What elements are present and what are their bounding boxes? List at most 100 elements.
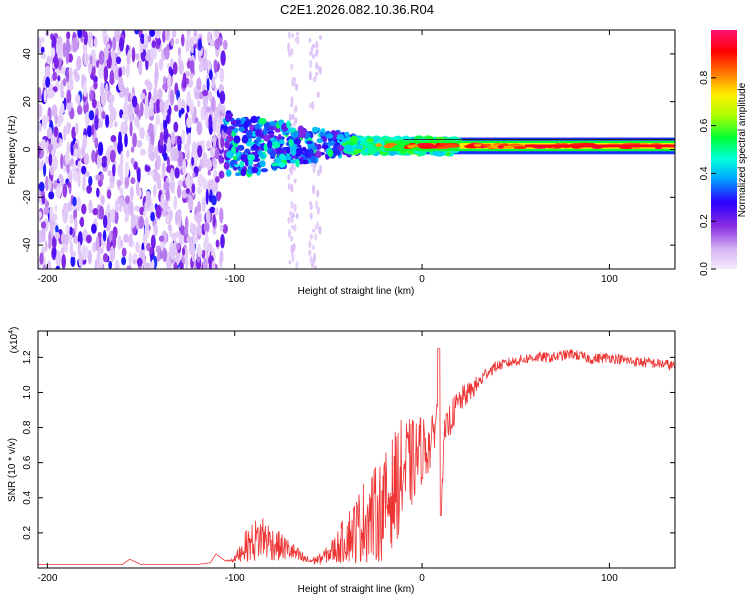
top-x-axis: -200 -100 0 100 (37, 30, 618, 285)
colorbar-tick-label: 0.0 (699, 262, 710, 276)
heatmap-cell (129, 186, 134, 201)
heatmap-cell (292, 131, 299, 138)
heatmap-cell (174, 211, 179, 226)
heatmap-cell (206, 243, 213, 252)
bottom-y-tick-label: 0.4 (22, 490, 33, 504)
heatmap-cell (44, 65, 51, 80)
heatmap-cell (82, 174, 86, 189)
heatmap-cell (144, 165, 151, 172)
heatmap-cell (240, 168, 247, 177)
heatmap-cell (92, 208, 99, 216)
heatmap-cell (60, 102, 65, 112)
heatmap-cell (308, 37, 312, 43)
heatmap-cell (240, 153, 249, 163)
heatmap-cell (208, 114, 213, 128)
heatmap-cell (92, 241, 97, 253)
heatmap-cell (290, 147, 297, 156)
heatmap-cell (93, 81, 98, 90)
heatmap-cell (221, 104, 226, 114)
heatmap-cell (286, 120, 291, 129)
heatmap-cell (120, 151, 124, 167)
heatmap-cell (163, 143, 167, 154)
heatmap-cell (181, 99, 186, 110)
heatmap-cell (197, 144, 203, 158)
heatmap-cell (233, 127, 239, 134)
heatmap-cell (197, 243, 201, 257)
heatmap-cell (151, 259, 155, 269)
y-multiplier-exp: 4 (8, 330, 15, 334)
heatmap-cell (48, 179, 52, 192)
heatmap-cell (65, 38, 70, 55)
heatmap-cell (205, 106, 212, 113)
heatmap-cell (94, 259, 100, 266)
heatmap-cell (139, 101, 144, 117)
heatmap-cell (158, 235, 165, 242)
heatmap-cell (132, 253, 138, 260)
heatmap-cell (124, 86, 130, 98)
heatmap-cell (52, 156, 58, 171)
heatmap-cell (196, 211, 202, 225)
heatmap-cell (102, 229, 107, 242)
heatmap-cell (206, 77, 210, 92)
heatmap-cell (161, 161, 166, 175)
heatmap-cell (97, 141, 104, 156)
heatmap-cell (309, 212, 313, 220)
heatmap-cell (38, 211, 42, 219)
heatmap-cell (148, 91, 152, 100)
heatmap-cell (45, 175, 49, 192)
heatmap-cell (224, 140, 231, 149)
heatmap-cell (316, 91, 320, 98)
heatmap-cell (196, 200, 202, 215)
heatmap-cell (139, 42, 144, 54)
heatmap-cell (136, 139, 143, 148)
heatmap-cell (102, 214, 108, 229)
heatmap-cell (77, 160, 82, 176)
heatmap-cell (85, 171, 90, 178)
heatmap-cell (139, 148, 146, 156)
heatmap-cell (143, 259, 148, 269)
heatmap-cell (38, 229, 41, 245)
heatmap-cell (70, 78, 74, 87)
heatmap-cell (187, 195, 194, 211)
heatmap-cell (64, 150, 70, 166)
heatmap-cell (117, 139, 123, 155)
heatmap-cell (223, 161, 230, 170)
heatmap-cell (130, 177, 136, 185)
heatmap-cell (55, 225, 59, 234)
heatmap-cell (125, 63, 130, 79)
top-y-tick-label: 20 (22, 96, 33, 108)
heatmap-cell (95, 236, 100, 252)
bottom-x-axis-label: Height of straight line (km) (298, 584, 415, 595)
heatmap-cell (291, 212, 295, 219)
heatmap-cell (101, 155, 108, 164)
heatmap-cell (315, 71, 319, 77)
heatmap-cell (88, 61, 92, 76)
heatmap-cell (209, 206, 216, 214)
heatmap-cell (294, 117, 298, 124)
heatmap-cell (158, 58, 164, 71)
top-x-tick-label: 0 (419, 274, 425, 285)
heatmap-cell (313, 252, 317, 263)
heatmap-cell (156, 154, 161, 171)
heatmap-cell (213, 157, 217, 166)
heatmap-cell (79, 218, 84, 226)
bottom-y-tick-label: 1.0 (22, 385, 33, 399)
heatmap-cell (40, 138, 47, 151)
heatmap-cell (266, 140, 273, 149)
heatmap-cell (506, 144, 524, 148)
heatmap-cell (202, 151, 208, 168)
heatmap-cell (105, 82, 109, 96)
heatmap-cell (166, 205, 171, 213)
heatmap-cell (314, 150, 322, 159)
heatmap-cell (135, 181, 140, 196)
heatmap-cell (190, 45, 194, 54)
heatmap-cell (52, 71, 58, 81)
heatmap-cell (250, 115, 258, 124)
heatmap-cell (106, 240, 111, 252)
heatmap-cell (129, 121, 133, 137)
heatmap-cell (60, 153, 64, 170)
heatmap-cell (67, 102, 72, 112)
heatmap-cell (174, 167, 180, 179)
heatmap-cell (196, 186, 202, 195)
bottom-y-tick-label: 0.8 (22, 420, 33, 434)
